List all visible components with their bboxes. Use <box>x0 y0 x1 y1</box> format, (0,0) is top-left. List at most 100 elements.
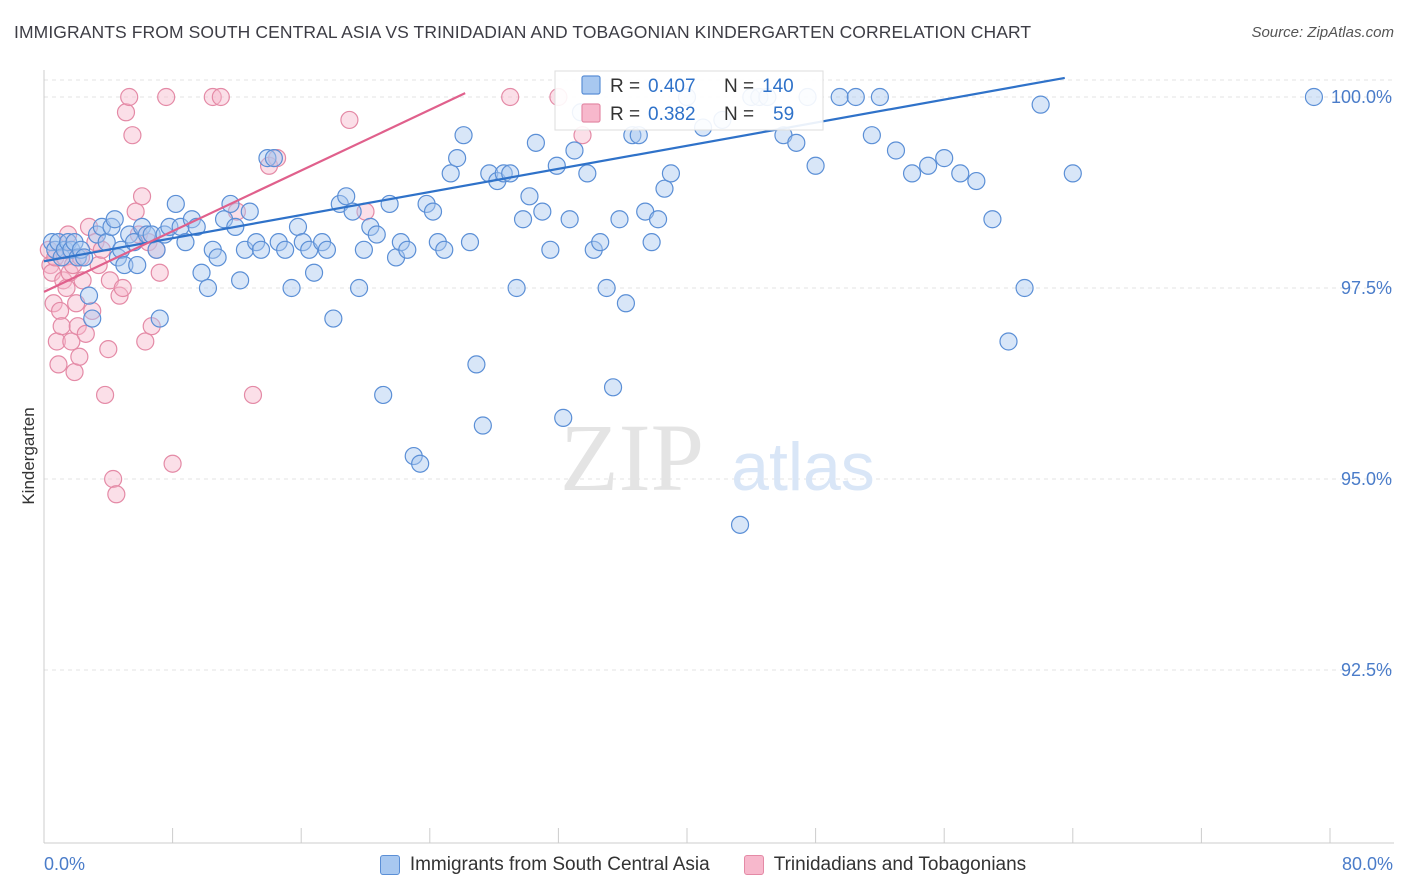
pink-point <box>99 340 118 359</box>
grid-lines <box>44 79 1394 671</box>
blue-point <box>411 454 430 473</box>
pink-point <box>157 87 176 107</box>
blue-point <box>655 179 674 198</box>
pink-point <box>126 202 145 221</box>
blue-point <box>454 126 473 145</box>
pink-point <box>123 126 142 145</box>
blue-point <box>304 263 324 282</box>
blue-point <box>513 210 533 229</box>
blue-point <box>198 278 218 298</box>
trend-line-blue <box>43 76 1065 263</box>
blue-point <box>560 210 579 229</box>
legend-swatch-blue <box>379 855 400 875</box>
pink-point <box>50 301 70 321</box>
stats-r-value-1: 0.382 <box>648 104 696 125</box>
pink-point <box>132 187 152 206</box>
blue-point <box>603 378 623 397</box>
blue-point <box>935 149 954 168</box>
blue-point <box>115 255 134 275</box>
source-label: Source: ZipAtlas.com <box>1251 24 1394 41</box>
blue-point <box>584 240 603 259</box>
blue-point <box>276 240 295 259</box>
pink-point <box>59 225 78 244</box>
pink-point <box>501 87 520 107</box>
blue-point <box>507 278 526 298</box>
trend-line-pink <box>43 92 466 293</box>
x-tick-label-max: 80.0% <box>1342 854 1393 874</box>
legend-label-south-central-asia: Immigrants from South Central Asia <box>409 854 710 875</box>
axes <box>43 70 1394 844</box>
blue-point <box>374 385 393 405</box>
blue-point <box>902 164 922 183</box>
stats-n-value-1: 59 <box>773 104 794 125</box>
blue-point <box>398 240 417 259</box>
stats-box: R = 0.407 N = 140 R = 0.382 N = 59 <box>554 70 824 131</box>
blue-point <box>919 156 938 175</box>
blue-point <box>251 240 271 259</box>
pink-point <box>104 469 123 489</box>
pink-point <box>211 87 230 107</box>
legend-item-south-central-asia[interactable]: Immigrants from South Central Asia <box>379 854 710 876</box>
series-trinidadians-points <box>39 87 592 504</box>
blue-point <box>597 278 616 298</box>
pink-point <box>120 87 139 107</box>
blue-point <box>404 446 423 466</box>
blue-point <box>554 408 573 427</box>
blue-point <box>547 156 566 175</box>
y-tick-label: 95.0% <box>1341 469 1392 489</box>
pink-point <box>49 355 68 374</box>
blue-point <box>460 233 480 252</box>
blue-point <box>293 233 312 252</box>
blue-point <box>1063 164 1082 183</box>
y-axis-label: Kindergarten <box>19 407 38 505</box>
blue-point <box>730 515 750 534</box>
legend-swatch-pink <box>743 855 764 875</box>
legend-item-trinidadians[interactable]: Trinidadians and Tobagonians <box>743 854 1026 876</box>
blue-point <box>208 248 227 267</box>
blue-point <box>354 240 373 259</box>
trend-lines <box>43 76 1065 293</box>
legend: Immigrants from South Central Asia Trini… <box>0 851 1406 879</box>
pink-point <box>150 263 169 282</box>
blue-point <box>83 309 102 328</box>
pink-point <box>340 110 359 130</box>
blue-point <box>999 332 1018 351</box>
blue-point <box>533 202 552 221</box>
blue-point <box>441 164 460 183</box>
blue-point <box>128 255 147 275</box>
blue-point <box>610 210 629 229</box>
blue-point <box>520 187 539 206</box>
blue-point <box>349 278 369 298</box>
blue-point <box>105 210 124 229</box>
blue-point <box>417 194 436 214</box>
blue-point <box>324 309 343 328</box>
pink-point <box>76 324 95 343</box>
blue-point <box>787 133 806 152</box>
blue-point <box>591 233 610 252</box>
stats-n-label-1: N = <box>724 104 759 125</box>
blue-point <box>1015 278 1034 298</box>
blue-point <box>1031 95 1050 114</box>
pink-point <box>116 103 136 122</box>
blue-point <box>886 141 906 160</box>
stats-swatch-blue <box>581 75 601 95</box>
pink-point <box>83 301 102 321</box>
blue-point <box>983 210 1002 229</box>
pink-point <box>243 385 263 405</box>
blue-point <box>806 156 825 175</box>
watermark-zip: ZIP <box>560 404 704 511</box>
blue-point <box>578 164 597 183</box>
y-tick-label: 92.5% <box>1341 660 1392 680</box>
blue-point <box>79 286 99 305</box>
stats-r-label-1: R = <box>610 104 645 125</box>
blue-point <box>65 233 84 252</box>
blue-point <box>616 294 636 313</box>
blue-point <box>258 149 277 168</box>
blue-point <box>337 187 356 206</box>
blue-point <box>282 278 301 298</box>
blue-point <box>176 233 195 252</box>
blue-point <box>448 149 467 168</box>
blue-point <box>526 133 545 152</box>
blue-point <box>565 141 584 160</box>
